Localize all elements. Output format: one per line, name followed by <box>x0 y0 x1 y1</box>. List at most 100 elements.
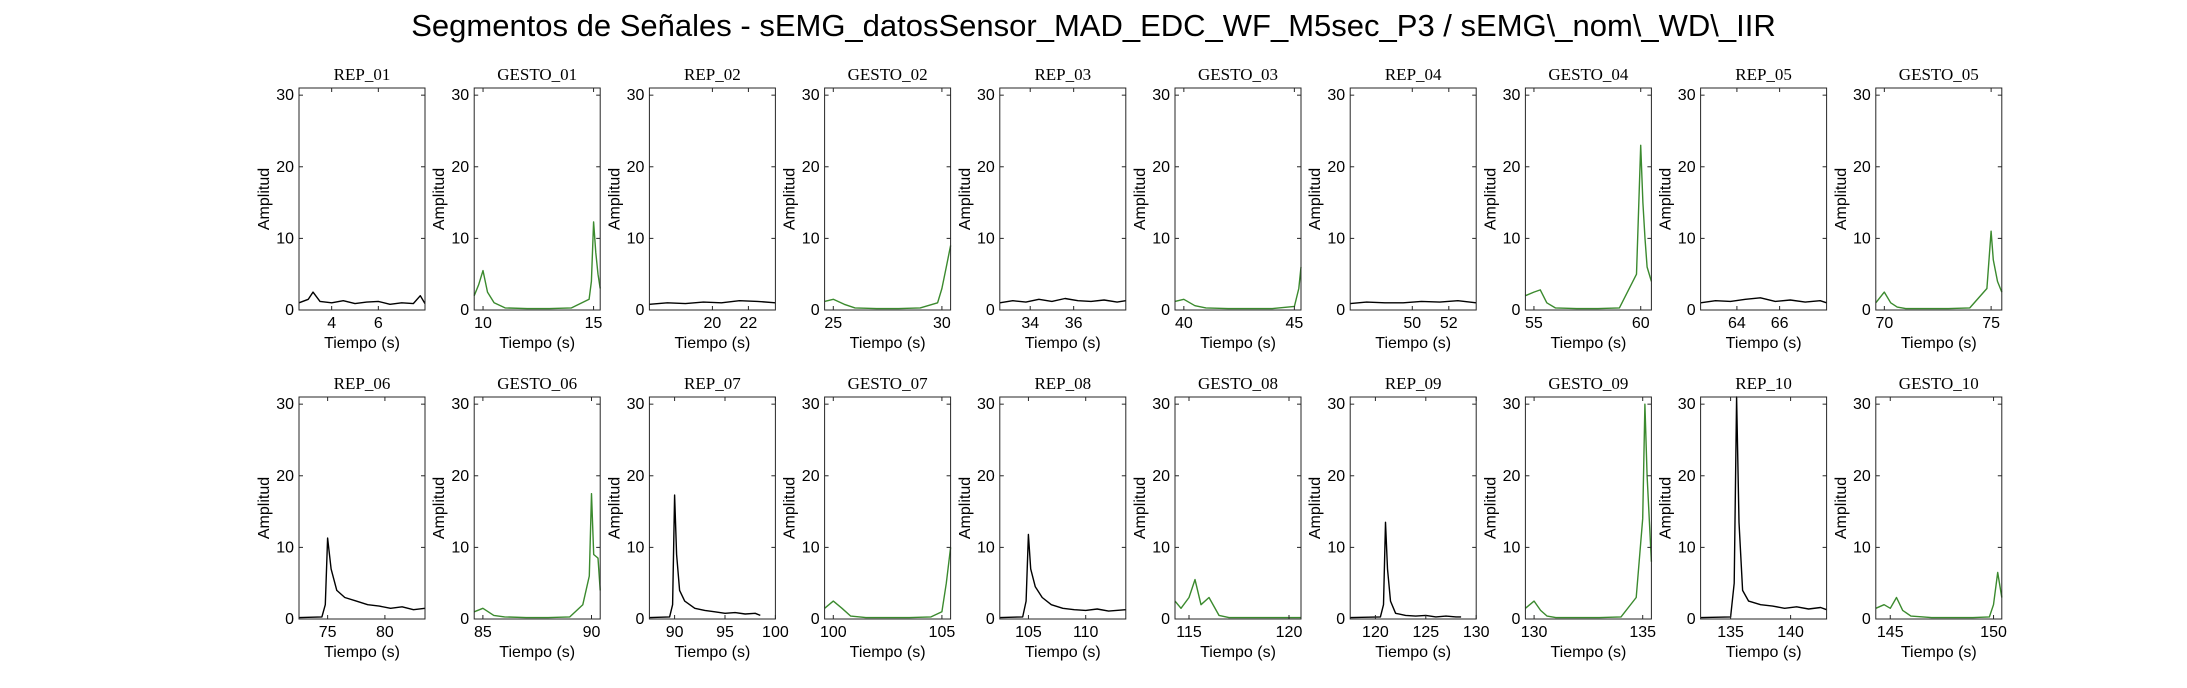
series-line-0 <box>1875 230 2003 310</box>
panel-gesto-04: 0 10 20 30 55 60 GESTO_04 Tiempo (s) Amplitud <box>1482 65 1653 352</box>
x-axis-label: Tiempo (s) <box>1901 644 1977 661</box>
x-tick-label: 10 <box>474 315 492 332</box>
y-tick-label: 10 <box>627 230 645 247</box>
y-tick-label: 0 <box>460 611 469 628</box>
panel-title: GESTO_03 <box>1198 65 1278 84</box>
y-axis-label: Amplitud <box>782 168 799 230</box>
x-tick-label: 95 <box>716 624 734 641</box>
panel-title: GESTO_02 <box>848 65 928 84</box>
y-tick-label: 20 <box>1152 468 1170 485</box>
x-axis-label: Tiempo (s) <box>1375 644 1451 661</box>
panel-gesto-01: 0 10 20 30 10 15 GESTO_01 Tiempo (s) Amplitud <box>431 65 602 352</box>
panel-title: REP_09 <box>1385 374 1442 393</box>
y-tick-label: 10 <box>1678 539 1696 556</box>
x-tick-label: 45 <box>1285 315 1303 332</box>
y-tick-label: 20 <box>276 159 294 176</box>
x-tick-label: 75 <box>319 624 337 641</box>
series-line-0 <box>824 547 952 619</box>
x-tick-label: 105 <box>1015 624 1042 641</box>
panel-title: REP_07 <box>684 374 741 393</box>
y-tick-label: 0 <box>1862 611 1871 628</box>
x-tick-label: 30 <box>933 315 951 332</box>
x-axis-label: Tiempo (s) <box>499 644 575 661</box>
x-tick-label: 64 <box>1728 315 1746 332</box>
panel-gesto-03: 0 10 20 30 40 45 GESTO_03 Tiempo (s) Amplitud <box>1132 65 1303 352</box>
y-tick-label: 20 <box>451 468 469 485</box>
panel-title: REP_04 <box>1385 65 1442 84</box>
y-tick-label: 10 <box>276 539 294 556</box>
series-line-0 <box>1350 521 1462 619</box>
series-line-0 <box>1525 144 1653 310</box>
panel-gesto-08: 0 10 20 30 115 120 GESTO_08 Tiempo (s) Amplitud <box>1132 374 1302 661</box>
y-tick-label: 0 <box>811 302 820 319</box>
x-tick-label: 135 <box>1629 624 1656 641</box>
series-line-0 <box>649 494 761 619</box>
axes-box <box>999 396 1127 620</box>
x-axis-label: Tiempo (s) <box>1901 335 1977 352</box>
y-tick-label: 30 <box>1678 396 1696 413</box>
y-tick-label: 0 <box>1336 302 1345 319</box>
y-tick-label: 20 <box>451 159 469 176</box>
y-tick-label: 10 <box>1853 230 1871 247</box>
axes-box <box>1524 87 1652 311</box>
x-tick-label: 120 <box>1362 624 1389 641</box>
axes-box <box>824 396 952 620</box>
y-tick-label: 30 <box>1327 396 1345 413</box>
y-tick-label: 0 <box>811 611 820 628</box>
y-axis-label: Amplitud <box>1658 477 1675 539</box>
axes-box <box>298 87 426 311</box>
x-tick-label: 66 <box>1771 315 1789 332</box>
y-tick-label: 0 <box>635 611 644 628</box>
panel-title: REP_02 <box>684 65 741 84</box>
x-tick-label: 100 <box>820 624 847 641</box>
panel-rep-05: 0 10 20 30 64 66 REP_05 Tiempo (s) Amplitud <box>1658 65 1828 352</box>
panel-title: GESTO_10 <box>1899 374 1979 393</box>
series-line-0 <box>1174 578 1301 619</box>
x-tick-label: 140 <box>1777 624 1804 641</box>
panel-title: REP_03 <box>1034 65 1091 84</box>
y-tick-label: 20 <box>977 159 995 176</box>
axes-box <box>1700 396 1828 620</box>
y-tick-label: 30 <box>802 87 820 104</box>
series-line-0 <box>824 245 952 310</box>
panel-rep-02: 0 10 20 30 20 22 REP_02 Tiempo (s) Amplitud <box>606 65 776 352</box>
axes-box <box>298 396 426 620</box>
y-tick-label: 0 <box>1862 302 1871 319</box>
x-axis-label: Tiempo (s) <box>1025 644 1101 661</box>
panel-rep-09: 0 10 20 30 120 125 130 REP_09 Tiempo (s) Amplitud <box>1307 374 1489 661</box>
axes-box <box>1349 396 1477 620</box>
x-tick-label: 40 <box>1175 315 1193 332</box>
x-axis-label: Tiempo (s) <box>850 644 926 661</box>
panel-rep-03: 0 10 20 30 34 36 REP_03 Tiempo (s) Amplitud <box>957 65 1127 352</box>
axes-box <box>824 87 952 311</box>
y-tick-label: 20 <box>1678 159 1696 176</box>
y-tick-label: 10 <box>1503 230 1521 247</box>
y-tick-label: 30 <box>1853 87 1871 104</box>
y-tick-label: 20 <box>802 159 820 176</box>
y-tick-label: 30 <box>1152 87 1170 104</box>
x-tick-label: 125 <box>1412 624 1439 641</box>
series-line-0 <box>298 537 426 619</box>
x-axis-label: Tiempo (s) <box>1375 335 1451 352</box>
y-axis-label: Amplitud <box>782 477 799 539</box>
series-line-0 <box>1875 571 2003 619</box>
axes-box <box>1174 87 1302 311</box>
y-tick-label: 0 <box>1687 611 1696 628</box>
panel-title: GESTO_08 <box>1198 374 1278 393</box>
y-tick-label: 10 <box>977 539 995 556</box>
y-tick-label: 30 <box>276 396 294 413</box>
panel-gesto-07: 0 10 20 30 100 105 GESTO_07 Tiempo (s) Amplitud <box>782 374 956 661</box>
panel-title: GESTO_07 <box>848 374 928 393</box>
y-axis-label: Amplitud <box>606 477 623 539</box>
y-axis-label: Amplitud <box>256 168 273 230</box>
figure-title: Segmentos de Señales - sEMG_datosSensor_… <box>411 8 1776 43</box>
y-tick-label: 10 <box>1503 539 1521 556</box>
y-tick-label: 10 <box>276 230 294 247</box>
y-tick-label: 20 <box>1853 468 1871 485</box>
y-axis-label: Amplitud <box>1132 168 1149 230</box>
series-line-0 <box>1700 297 1827 304</box>
x-tick-label: 15 <box>585 315 603 332</box>
panel-title: REP_01 <box>334 65 391 84</box>
y-axis-label: Amplitud <box>1132 477 1149 539</box>
